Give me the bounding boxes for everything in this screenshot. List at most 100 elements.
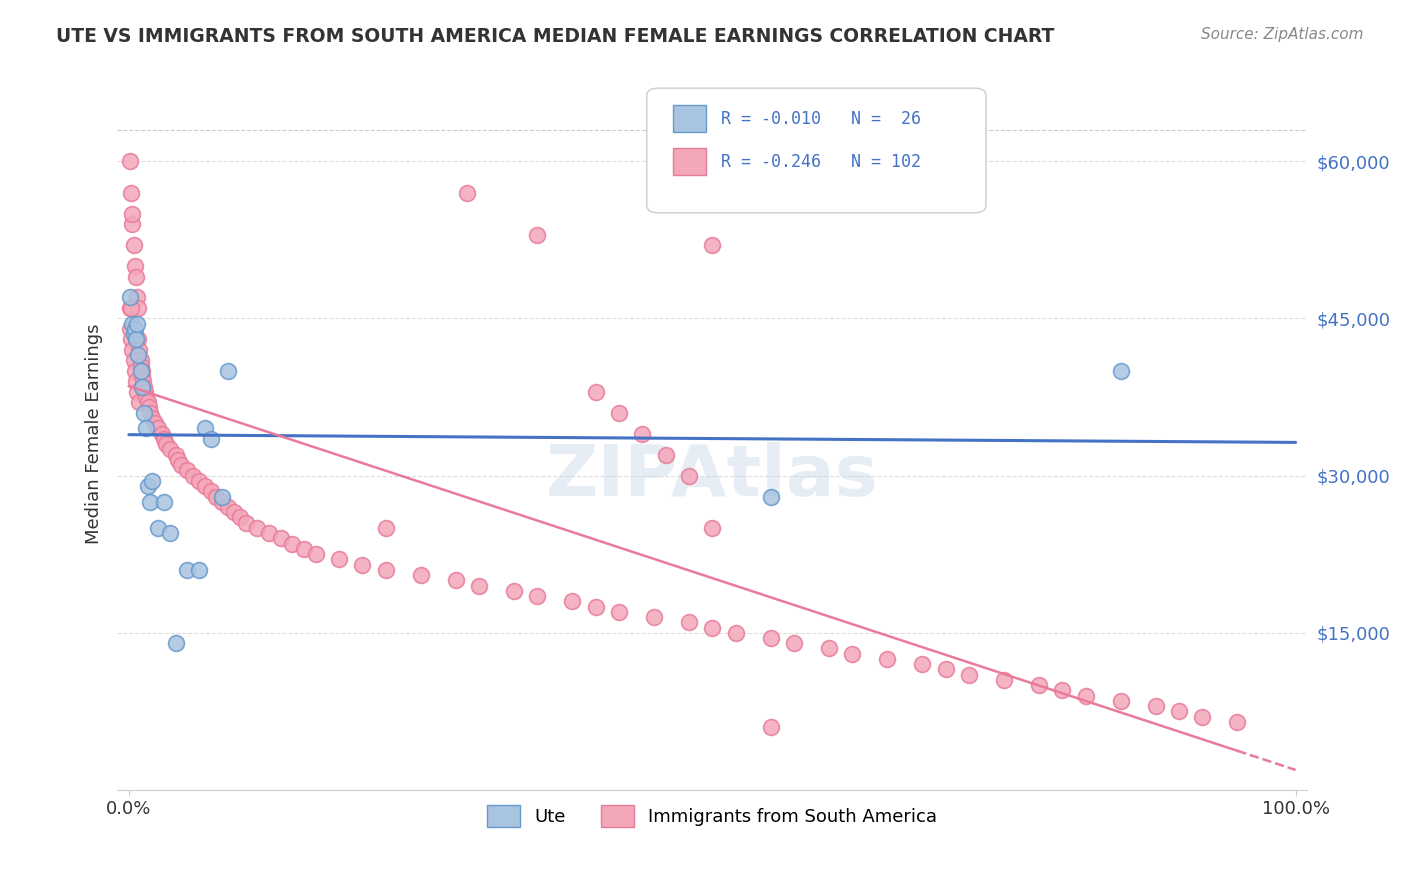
Point	[374, 521, 396, 535]
Point	[585, 384, 607, 399]
Point	[374, 563, 396, 577]
Point	[200, 484, 222, 499]
Text: R = -0.010   N =  26: R = -0.010 N = 26	[720, 110, 921, 128]
Point	[141, 411, 163, 425]
Point	[1028, 678, 1050, 692]
Point	[121, 343, 143, 357]
Point	[1052, 683, 1074, 698]
Point	[526, 227, 548, 242]
Point	[993, 673, 1015, 687]
Point	[127, 332, 149, 346]
Point	[841, 647, 863, 661]
Point	[128, 343, 150, 357]
Point	[159, 442, 181, 457]
Point	[125, 317, 148, 331]
Point	[131, 369, 153, 384]
Point	[957, 667, 980, 681]
Point	[200, 432, 222, 446]
Point	[468, 579, 491, 593]
Point	[1191, 709, 1213, 723]
Point	[138, 401, 160, 415]
Point	[702, 620, 724, 634]
Text: UTE VS IMMIGRANTS FROM SOUTH AMERICA MEDIAN FEMALE EARNINGS CORRELATION CHART: UTE VS IMMIGRANTS FROM SOUTH AMERICA MED…	[56, 27, 1054, 45]
Point	[246, 521, 269, 535]
Point	[228, 510, 250, 524]
Point	[122, 238, 145, 252]
Text: ZIPAtlas: ZIPAtlas	[546, 442, 879, 511]
Point	[125, 269, 148, 284]
Point	[270, 532, 292, 546]
Point	[502, 583, 524, 598]
Point	[143, 416, 166, 430]
Point	[1074, 689, 1097, 703]
Point	[155, 437, 177, 451]
Point	[153, 432, 176, 446]
Point	[125, 290, 148, 304]
Point	[135, 421, 157, 435]
Point	[124, 364, 146, 378]
Point	[759, 490, 782, 504]
Point	[876, 652, 898, 666]
Point	[153, 495, 176, 509]
Point	[136, 395, 159, 409]
Point	[205, 490, 228, 504]
Point	[328, 552, 350, 566]
Point	[561, 594, 583, 608]
Point	[170, 458, 193, 472]
Point	[702, 521, 724, 535]
Point	[643, 610, 665, 624]
Point	[159, 526, 181, 541]
Point	[607, 605, 630, 619]
Point	[165, 448, 187, 462]
Point	[631, 426, 654, 441]
Point	[132, 406, 155, 420]
Point	[222, 505, 245, 519]
Point	[139, 495, 162, 509]
Point	[136, 479, 159, 493]
Point	[211, 490, 233, 504]
Point	[150, 426, 173, 441]
Point	[1168, 704, 1191, 718]
Point	[1109, 694, 1132, 708]
Point	[125, 374, 148, 388]
Point	[132, 379, 155, 393]
Point	[146, 421, 169, 435]
Point	[292, 541, 315, 556]
Point	[118, 290, 141, 304]
Point	[654, 448, 676, 462]
FancyBboxPatch shape	[673, 105, 706, 132]
Point	[131, 364, 153, 378]
Point	[135, 390, 157, 404]
Point	[141, 474, 163, 488]
Point	[678, 615, 700, 630]
Point	[783, 636, 806, 650]
Point	[194, 479, 217, 493]
Point	[125, 332, 148, 346]
Point	[678, 468, 700, 483]
Point	[134, 384, 156, 399]
Point	[304, 547, 326, 561]
Point	[759, 720, 782, 734]
Point	[132, 374, 155, 388]
Point	[128, 395, 150, 409]
Point	[120, 332, 142, 346]
Point	[1226, 714, 1249, 729]
Point	[281, 537, 304, 551]
Point	[139, 406, 162, 420]
Point	[127, 348, 149, 362]
Point	[257, 526, 280, 541]
Legend: Ute, Immigrants from South America: Ute, Immigrants from South America	[479, 797, 945, 834]
Point	[118, 154, 141, 169]
Point	[935, 662, 957, 676]
Point	[122, 353, 145, 368]
Point	[702, 238, 724, 252]
Point	[818, 641, 841, 656]
Point	[585, 599, 607, 614]
Point	[146, 521, 169, 535]
Point	[176, 463, 198, 477]
Point	[121, 317, 143, 331]
Y-axis label: Median Female Earnings: Median Female Earnings	[86, 324, 103, 544]
Point	[211, 495, 233, 509]
Text: R = -0.246   N = 102: R = -0.246 N = 102	[720, 153, 921, 170]
Point	[444, 574, 467, 588]
